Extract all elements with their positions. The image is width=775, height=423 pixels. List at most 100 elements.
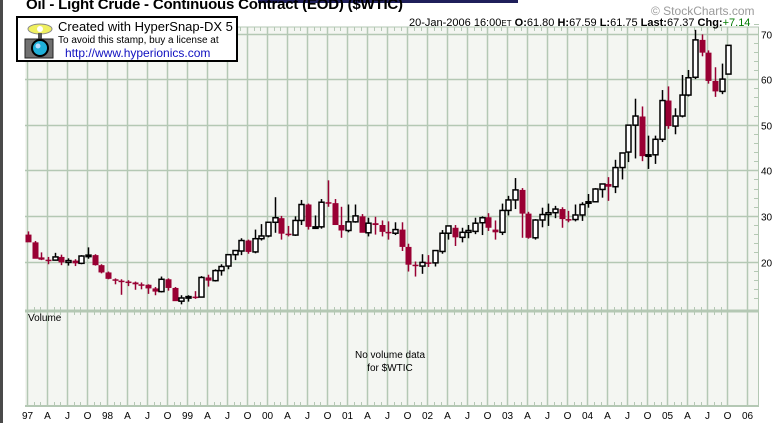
- candle: [252, 229, 259, 254]
- last-value: 67.37: [666, 17, 695, 29]
- x-tick-label: J: [385, 411, 390, 422]
- stamp-link[interactable]: http://www.hyperionics.com: [65, 46, 211, 60]
- no-volume-line-2: for $WTIC: [367, 363, 413, 374]
- candle: [272, 197, 279, 233]
- x-tick-label: 06: [742, 411, 754, 422]
- candle: [352, 204, 359, 223]
- camera-icon: [24, 23, 54, 59]
- candle: [405, 243, 412, 272]
- candle: [52, 252, 59, 261]
- x-tick-label: J: [305, 411, 310, 422]
- candle: [452, 225, 459, 246]
- candle: [32, 240, 39, 259]
- x-axis-labels: 97 A J O 98 A J O 99 A J O 00 A J O 01 A J O 02 A J O 03 A J O 04 A J O…: [22, 411, 754, 422]
- x-tick-label: J: [465, 411, 470, 422]
- candle: [45, 256, 52, 265]
- chart-title: Oil - Light Crude - Continuous Contract …: [26, 0, 403, 13]
- candle: [172, 287, 179, 302]
- candle: [665, 86, 672, 129]
- candle: [145, 284, 152, 294]
- x-tick-label: O: [484, 411, 492, 422]
- x-tick-label: 01: [342, 411, 354, 422]
- candle: [285, 225, 292, 237]
- candle: [465, 225, 472, 239]
- x-tick-label: 03: [502, 411, 514, 422]
- x-tick-label: A: [204, 411, 211, 422]
- candle: [565, 210, 572, 223]
- candle: [392, 222, 399, 236]
- y-axis-labels: 70 60 50 40 30 20: [761, 31, 773, 270]
- candle: [525, 211, 532, 239]
- candle: [98, 264, 105, 274]
- candle: [25, 231, 32, 243]
- candle: [92, 254, 99, 266]
- candle: [685, 69, 692, 97]
- candle: [719, 63, 726, 95]
- candle: [338, 206, 345, 238]
- candle: [379, 220, 386, 237]
- candle: [459, 227, 466, 243]
- x-tick-label: A: [44, 411, 51, 422]
- candle: [225, 253, 232, 270]
- quote-date: 20-Jan-2006 16:00: [409, 17, 502, 29]
- x-tick-label: A: [524, 411, 531, 422]
- candle: [612, 159, 619, 194]
- candle: [499, 203, 506, 236]
- price-plot-background: [25, 27, 759, 311]
- candle: [519, 188, 526, 238]
- candle: [245, 239, 252, 254]
- candle: [699, 34, 706, 57]
- x-tick-label: A: [124, 411, 131, 422]
- x-tick-label: J: [145, 411, 150, 422]
- high-label: H:: [557, 17, 570, 29]
- candle: [492, 220, 499, 240]
- x-tick-label: O: [724, 411, 732, 422]
- y-tick-label: 50: [761, 122, 773, 133]
- x-tick-label: A: [364, 411, 371, 422]
- x-tick-label: O: [644, 411, 652, 422]
- candle: [485, 213, 492, 231]
- candle: [325, 180, 332, 207]
- volume-label: Volume: [28, 313, 62, 324]
- candle: [705, 50, 712, 84]
- candle: [652, 135, 659, 164]
- candle: [372, 216, 379, 235]
- candle: [572, 204, 579, 222]
- candle: [292, 216, 299, 236]
- candle: [412, 261, 419, 277]
- x-tick-label: O: [404, 411, 412, 422]
- candle: [692, 29, 699, 80]
- candle: [725, 44, 732, 75]
- candle: [585, 194, 592, 208]
- y-tick-label: 40: [761, 167, 773, 178]
- candle: [345, 204, 352, 233]
- candle: [579, 202, 586, 221]
- candle: [505, 195, 512, 216]
- window-left-border: [0, 0, 3, 423]
- x-tick-label: A: [444, 411, 451, 422]
- candle: [178, 295, 185, 305]
- y-tick-label: 20: [761, 259, 773, 270]
- x-tick-label: J: [705, 411, 710, 422]
- x-tick-label: A: [284, 411, 291, 422]
- candle: [232, 249, 239, 261]
- candle: [138, 282, 145, 290]
- candle: [539, 207, 546, 228]
- candle: [158, 276, 165, 293]
- x-tick-label: O: [564, 411, 572, 422]
- candle: [125, 280, 132, 287]
- x-tick-label: 02: [422, 411, 434, 422]
- candle: [672, 108, 679, 135]
- candle: [472, 217, 479, 235]
- x-tick-label: O: [244, 411, 252, 422]
- low-value: 61.75: [610, 17, 638, 29]
- stamp-line-1: Created with HyperSnap-DX 5: [58, 19, 233, 34]
- candle: [205, 274, 212, 287]
- x-tick-label: 99: [182, 411, 194, 422]
- candle: [359, 214, 366, 233]
- candle: [72, 259, 79, 267]
- candle: [512, 178, 519, 210]
- x-tick-label: J: [545, 411, 550, 422]
- change-value: +7.14: [722, 17, 751, 29]
